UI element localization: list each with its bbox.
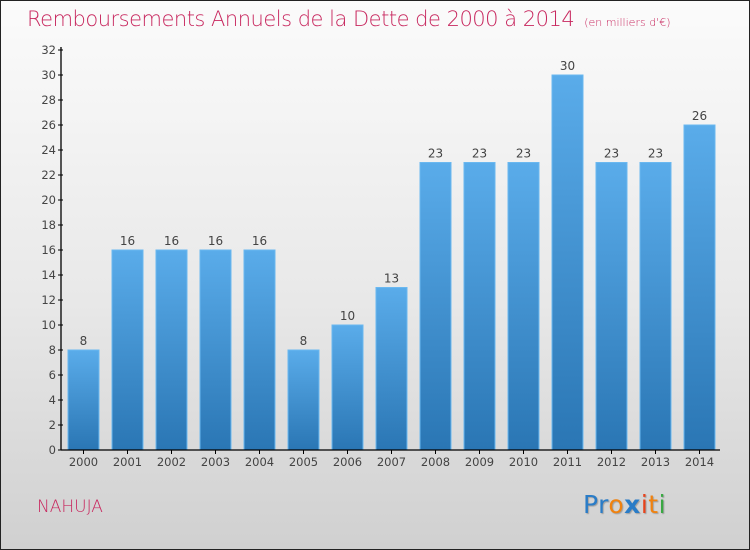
data-label-2013: 23: [648, 147, 663, 161]
bar-2000: [67, 349, 100, 451]
y-tick-label-30: 30: [41, 68, 56, 82]
chart-unit-note: (en milliers d'€): [584, 16, 671, 29]
y-tick-label-26: 26: [41, 118, 56, 132]
x-tick-label-2014: 2014: [685, 455, 714, 469]
bar-2003: [199, 249, 232, 451]
data-label-2004: 16: [252, 234, 267, 248]
x-tick-label-2010: 2010: [509, 455, 538, 469]
logo-letter: i: [658, 490, 667, 519]
logo-letter: o: [608, 490, 625, 519]
x-tick-label-2004: 2004: [245, 455, 274, 469]
data-label-2002: 16: [164, 234, 179, 248]
bar-2006: [331, 324, 364, 451]
data-label-2009: 23: [472, 147, 487, 161]
y-tick-label-24: 24: [41, 143, 56, 157]
x-tick-label-2013: 2013: [641, 455, 670, 469]
data-label-2003: 16: [208, 234, 223, 248]
bar-2004: [243, 249, 276, 451]
y-tick-label-8: 8: [49, 343, 56, 357]
bar-2014: [683, 124, 716, 451]
bar-2012: [595, 162, 628, 451]
logo-letter: t: [648, 490, 659, 519]
data-label-2001: 16: [120, 234, 135, 248]
y-tick-label-2: 2: [49, 418, 56, 432]
y-tick-label-4: 4: [49, 393, 56, 407]
x-tick-label-2012: 2012: [597, 455, 626, 469]
logo-letter: i: [640, 490, 649, 519]
y-tick-label-20: 20: [41, 193, 56, 207]
bar-2007: [375, 287, 408, 451]
data-label-2011: 30: [560, 59, 575, 73]
bar-2013: [639, 162, 672, 451]
proxiti-logo[interactable]: Proxiti: [583, 490, 666, 519]
bar-2002: [155, 249, 188, 451]
data-label-2005: 8: [300, 334, 308, 348]
logo-letter: r: [598, 490, 609, 519]
bar-2001: [111, 249, 144, 451]
chart-title: Remboursements Annuels de la Dette de 20…: [27, 7, 670, 31]
bars-group: 8 16 16 16 16 8 10 13 23 23 23 30 23 23 26: [67, 59, 716, 451]
y-tick-label-22: 22: [41, 168, 56, 182]
y-tick-label-18: 18: [41, 218, 56, 232]
x-tick-label-2003: 2003: [201, 455, 230, 469]
bar-2011: [551, 74, 584, 451]
y-tick-label-10: 10: [41, 318, 56, 332]
data-label-2014: 26: [692, 109, 707, 123]
data-label-2010: 23: [516, 147, 531, 161]
y-tick-label-16: 16: [41, 243, 56, 257]
data-label-2012: 23: [604, 147, 619, 161]
logo-letter: x: [624, 490, 641, 519]
bar-2005: [287, 349, 320, 451]
commune-name: NAHUJA: [37, 497, 103, 517]
y-tick-label-12: 12: [41, 293, 56, 307]
y-tick-label-6: 6: [49, 368, 56, 382]
logo-letter: P: [583, 490, 599, 519]
data-label-2006: 10: [340, 309, 355, 323]
x-tick-label-2007: 2007: [377, 455, 406, 469]
x-tick-label-2006: 2006: [333, 455, 362, 469]
bar-2010: [507, 162, 540, 451]
x-tick-label-2000: 2000: [69, 455, 98, 469]
x-tick-label-2009: 2009: [465, 455, 494, 469]
y-tick-label-32: 32: [41, 43, 56, 57]
bar-2008: [419, 162, 452, 451]
x-tick-label-2002: 2002: [157, 455, 186, 469]
bar-2009: [463, 162, 496, 451]
x-tick-label-2008: 2008: [421, 455, 450, 469]
chart-title-text: Remboursements Annuels de la Dette de 20…: [27, 7, 575, 31]
data-label-2007: 13: [384, 272, 399, 286]
x-tick-label-2011: 2011: [553, 455, 582, 469]
data-label-2008: 23: [428, 147, 443, 161]
y-tick-label-14: 14: [41, 268, 56, 282]
x-tick-label-2005: 2005: [289, 455, 318, 469]
y-tick-label-28: 28: [41, 93, 56, 107]
x-tick-label-2001: 2001: [113, 455, 142, 469]
data-label-2000: 8: [80, 334, 88, 348]
x-axis: 2000 2001 2002 2003 2004 2005 2006 2007 2008 2009…: [61, 449, 720, 469]
y-tick-label-0: 0: [49, 443, 56, 457]
